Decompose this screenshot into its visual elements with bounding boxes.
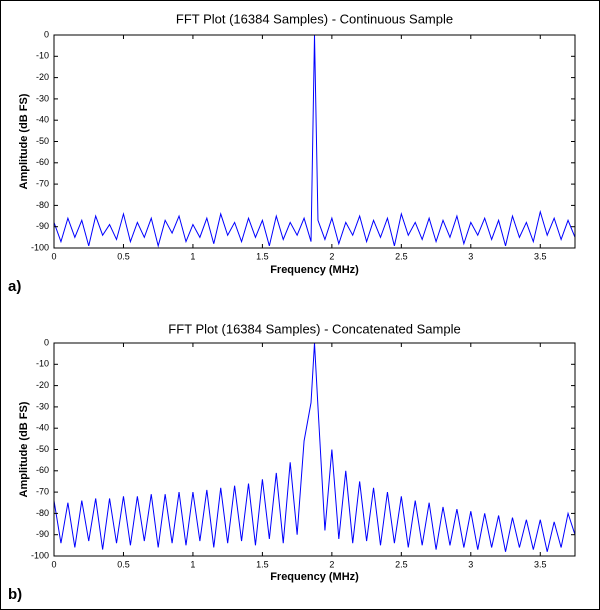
y-tick-label: -40 (36, 115, 49, 125)
y-tick-label: -40 (36, 423, 49, 433)
x-tick-label: 3 (468, 559, 473, 569)
y-tick-label: -90 (36, 221, 49, 231)
x-tick-label: 2 (329, 251, 334, 261)
panel-label: a) (8, 278, 21, 295)
x-tick-label: 0.5 (117, 251, 130, 261)
panel-label: b) (8, 586, 22, 603)
x-tick-label: 1.5 (256, 559, 269, 569)
chart-title: FFT Plot (16384 Samples) - Continuous Sa… (176, 11, 453, 26)
y-tick-label: -60 (36, 465, 49, 475)
x-tick-label: 2.5 (395, 251, 408, 261)
x-tick-label: 1.5 (256, 251, 269, 261)
x-tick-label: 0.5 (117, 559, 130, 569)
y-tick-label: -60 (36, 157, 49, 167)
x-axis-label: Frequency (MHz) (270, 264, 359, 276)
y-tick-label: -30 (36, 401, 49, 411)
y-tick-label: -70 (36, 178, 49, 188)
x-axis-label: Frequency (MHz) (270, 571, 359, 583)
x-tick-label: 1 (190, 251, 195, 261)
y-tick-label: -80 (36, 508, 49, 518)
y-tick-label: -100 (31, 550, 49, 560)
x-tick-label: 3.5 (534, 251, 547, 261)
y-axis-label: Amplitude (dB FS) (18, 401, 30, 497)
y-tick-label: 0 (44, 337, 49, 347)
y-axis-label: Amplitude (dB FS) (18, 93, 30, 189)
x-tick-label: 2 (329, 559, 334, 569)
y-tick-label: -90 (36, 529, 49, 539)
y-tick-label: -20 (36, 380, 49, 390)
x-tick-label: 0 (51, 251, 56, 261)
y-tick-label: -70 (36, 486, 49, 496)
x-tick-label: 3 (468, 251, 473, 261)
x-tick-label: 3.5 (534, 559, 547, 569)
y-tick-label: 0 (44, 29, 49, 39)
y-tick-label: -10 (36, 51, 49, 61)
y-tick-label: -50 (36, 136, 49, 146)
x-tick-label: 0 (51, 559, 56, 569)
y-tick-label: -20 (36, 72, 49, 82)
x-tick-label: 2.5 (395, 559, 408, 569)
y-tick-label: -30 (36, 93, 49, 103)
y-tick-label: -100 (31, 242, 49, 252)
y-tick-label: -10 (36, 359, 49, 369)
chart-title: FFT Plot (16384 Samples) - Concatenated … (168, 321, 460, 336)
x-tick-label: 1 (190, 559, 195, 569)
y-tick-label: -80 (36, 200, 49, 210)
y-tick-label: -50 (36, 444, 49, 454)
